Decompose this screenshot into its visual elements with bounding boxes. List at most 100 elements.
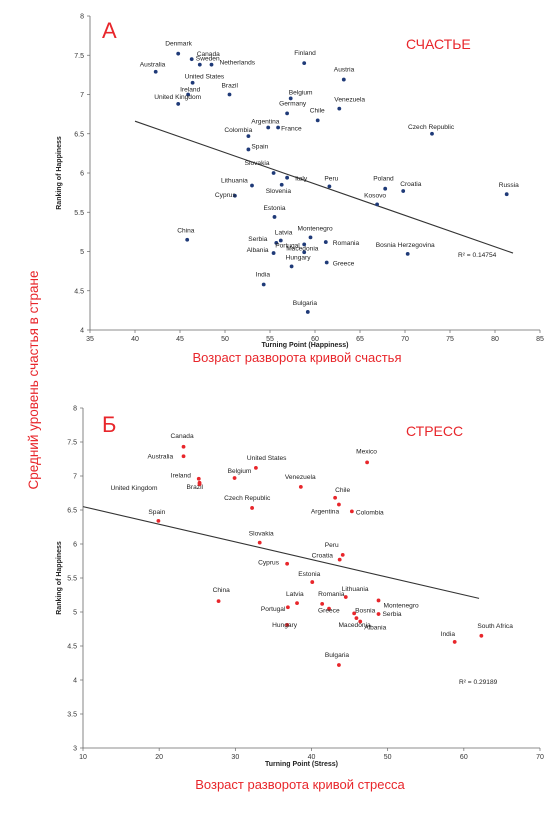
point-label: Sweden	[196, 56, 220, 63]
data-point	[285, 175, 289, 180]
data-point	[298, 484, 303, 489]
data-point	[401, 189, 406, 193]
panel-letter: Б	[102, 412, 116, 437]
y-tick-label: 7.5	[67, 440, 77, 447]
data-point	[405, 251, 410, 256]
y-tick-label: 5	[73, 610, 77, 617]
x-tick-label: 20	[155, 754, 163, 761]
data-point	[288, 96, 293, 101]
r-squared-label: R² = 0.29189	[459, 679, 498, 686]
point-label: Spain	[251, 143, 268, 150]
y-tick-label: 7	[73, 474, 77, 481]
point-label: Germany	[279, 100, 307, 107]
x-tick-label: 75	[446, 336, 454, 343]
point-label: Cyprus	[215, 192, 237, 199]
point-label: Slovakia	[249, 531, 274, 538]
point-label: Denmark	[165, 41, 192, 48]
x-axis-title: Turning Point (Happiness)	[262, 342, 349, 349]
data-point	[156, 518, 161, 523]
x-tick-label: 10	[79, 754, 87, 761]
data-point	[253, 465, 258, 470]
y-tick-label: 4	[73, 678, 77, 685]
point-label: Belgium	[289, 89, 313, 96]
panel-letter: А	[102, 18, 117, 43]
data-point	[308, 235, 313, 240]
point-label: South Africa	[477, 623, 513, 630]
point-label: India	[441, 631, 456, 638]
x-tick-label: 85	[536, 336, 544, 343]
point-label: Venezuela	[285, 474, 316, 481]
data-point	[333, 495, 338, 500]
point-label: Ireland	[180, 87, 200, 94]
point-label: Hungary	[286, 254, 312, 261]
data-point	[302, 242, 307, 247]
point-label: Montenegro	[298, 225, 334, 232]
point-label: Australia	[148, 453, 174, 460]
data-point	[358, 619, 363, 624]
data-point	[246, 147, 251, 152]
data-point	[276, 125, 280, 130]
point-label: Austria	[334, 67, 355, 74]
y-tick-label: 5.5	[67, 576, 77, 583]
point-label: China	[177, 228, 195, 235]
data-point	[302, 250, 307, 255]
point-label: Estonia	[264, 205, 286, 212]
x-tick-label: 40	[308, 754, 316, 761]
point-label: Serbia	[383, 611, 402, 618]
y-tick-label: 4.5	[67, 644, 77, 651]
point-label: Canada	[197, 51, 220, 58]
point-label: Macedonia	[286, 245, 319, 252]
y-tick-label: 6.5	[74, 131, 84, 138]
x-tick-label: 45	[176, 336, 184, 343]
data-point	[186, 92, 191, 97]
data-point	[341, 77, 346, 82]
point-label: Greece	[333, 260, 355, 267]
point-label: Belgium	[228, 468, 252, 475]
data-point	[250, 506, 254, 510]
data-point	[227, 92, 232, 97]
y-tick-label: 5.5	[74, 210, 84, 217]
data-point	[196, 476, 201, 481]
x-tick-label: 60	[311, 336, 319, 343]
point-label: Portugal	[275, 242, 300, 249]
data-point	[285, 623, 290, 627]
point-label: Australia	[140, 62, 166, 69]
x-axis-title: Turning Point (Stress)	[265, 761, 338, 768]
trend-line	[134, 120, 514, 254]
point-label: Latvia	[275, 230, 293, 237]
point-label: Brazil	[222, 83, 239, 90]
point-label: India	[256, 271, 271, 278]
data-point	[324, 260, 329, 265]
data-point	[479, 633, 484, 638]
x-tick-label: 35	[86, 336, 94, 343]
data-point	[352, 611, 357, 616]
point-label: Kosovo	[364, 192, 386, 199]
point-label: United Kingdom	[111, 485, 158, 492]
data-point	[320, 601, 325, 606]
data-point	[310, 580, 315, 584]
point-label: Cyprus	[258, 560, 280, 567]
point-label: Netherlands	[220, 60, 256, 67]
panel-title: СТРЕСС	[406, 423, 463, 439]
point-label: Mexico	[356, 448, 377, 455]
data-point	[383, 186, 388, 191]
data-point	[271, 171, 276, 175]
point-label: Poland	[373, 176, 394, 183]
data-point	[365, 460, 370, 465]
data-point	[375, 202, 379, 207]
point-label: Lithuania	[342, 586, 369, 593]
data-point	[190, 80, 195, 85]
point-label: Colombia	[356, 509, 384, 516]
x-tick-label: 80	[491, 336, 499, 343]
data-point	[354, 616, 359, 621]
data-point	[337, 106, 342, 111]
point-label: Canada	[171, 433, 194, 440]
data-point	[197, 482, 202, 487]
point-label: Venezuela	[334, 97, 365, 104]
data-point	[337, 663, 341, 667]
data-point	[452, 640, 457, 644]
data-point	[185, 237, 190, 242]
point-label: Hungary	[272, 622, 298, 629]
data-point	[272, 215, 277, 219]
data-point	[504, 192, 509, 197]
